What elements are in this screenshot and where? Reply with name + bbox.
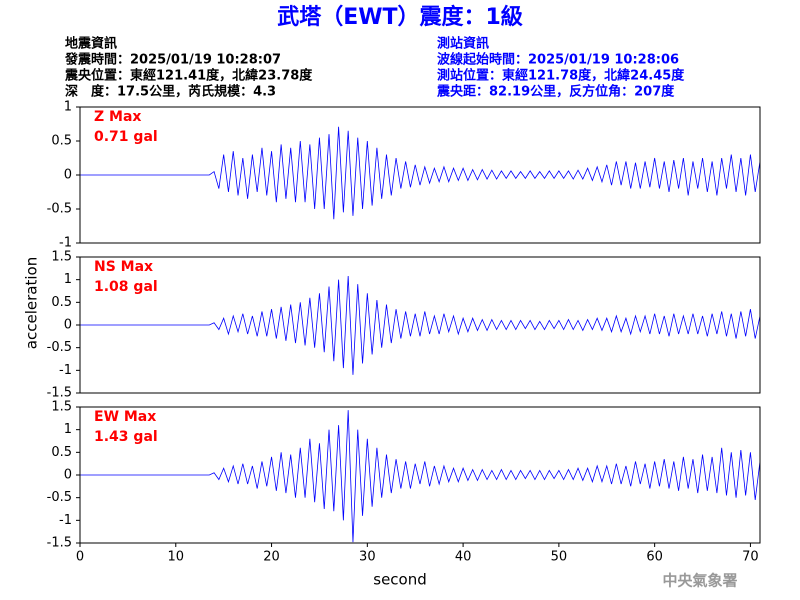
max-annotation: 0.71 gal (94, 129, 158, 145)
info-right: 波線起始時間：2025/01/19 10:28:06 (437, 52, 679, 68)
y-tick-label: 1 (64, 422, 72, 437)
waveform (80, 276, 761, 375)
waveform (80, 410, 761, 543)
max-annotation: NS Max (94, 259, 153, 275)
x-axis-label: second (373, 571, 427, 589)
y-tick-label: -1 (59, 363, 72, 378)
x-tick-label: 30 (359, 550, 376, 565)
y-tick-label: 0 (64, 468, 72, 483)
title: 武塔（EWT）震度：1級 (277, 4, 523, 30)
y-tick-label: -0.5 (47, 202, 72, 217)
x-tick-label: 0 (76, 550, 84, 565)
footer: 中央氣象署 (662, 572, 737, 590)
max-annotation: 1.43 gal (94, 429, 158, 445)
max-annotation: Z Max (94, 109, 141, 125)
y-tick-label: -1.5 (47, 386, 72, 401)
y-tick-label: -1 (59, 236, 72, 251)
x-tick-label: 70 (742, 550, 759, 565)
y-tick-label: 0.5 (51, 295, 72, 310)
info-right: 震央距：82.19公里，反方位角：207度 (436, 84, 675, 100)
info-right: 測站位置：東經121.78度，北緯24.45度 (437, 68, 685, 84)
x-tick-label: 40 (455, 550, 472, 565)
y-tick-label: 1 (64, 100, 72, 115)
max-annotation: 1.08 gal (94, 279, 158, 295)
x-tick-label: 10 (168, 550, 185, 565)
y-tick-label: -0.5 (47, 490, 72, 505)
y-tick-label: 0.5 (51, 445, 72, 460)
y-tick-label: -0.5 (47, 340, 72, 355)
y-tick-label: 1.5 (51, 400, 72, 415)
info-left: 震央位置：東經121.41度，北緯23.78度 (64, 68, 313, 84)
y-tick-label: 0.5 (51, 134, 72, 149)
x-tick-label: 20 (263, 550, 280, 565)
waveform (80, 126, 761, 220)
info-left: 地震資訊 (65, 36, 117, 52)
max-annotation: EW Max (94, 409, 156, 425)
y-tick-label: 0 (64, 168, 72, 183)
info-left: 發震時間：2025/01/19 10:28:07 (64, 52, 281, 68)
y-tick-label: 0 (64, 318, 72, 333)
y-tick-label: 1 (64, 272, 72, 287)
y-tick-label: -1.5 (47, 536, 72, 551)
y-tick-label: -1 (59, 513, 72, 528)
y-tick-label: 1.5 (51, 250, 72, 265)
y-axis-label: acceleration (23, 257, 41, 349)
info-left: 深 度：17.5公里，芮氏規模：4.3 (65, 84, 276, 100)
x-tick-label: 60 (646, 550, 663, 565)
info-right: 測站資訊 (437, 36, 489, 52)
x-tick-label: 50 (551, 550, 568, 565)
